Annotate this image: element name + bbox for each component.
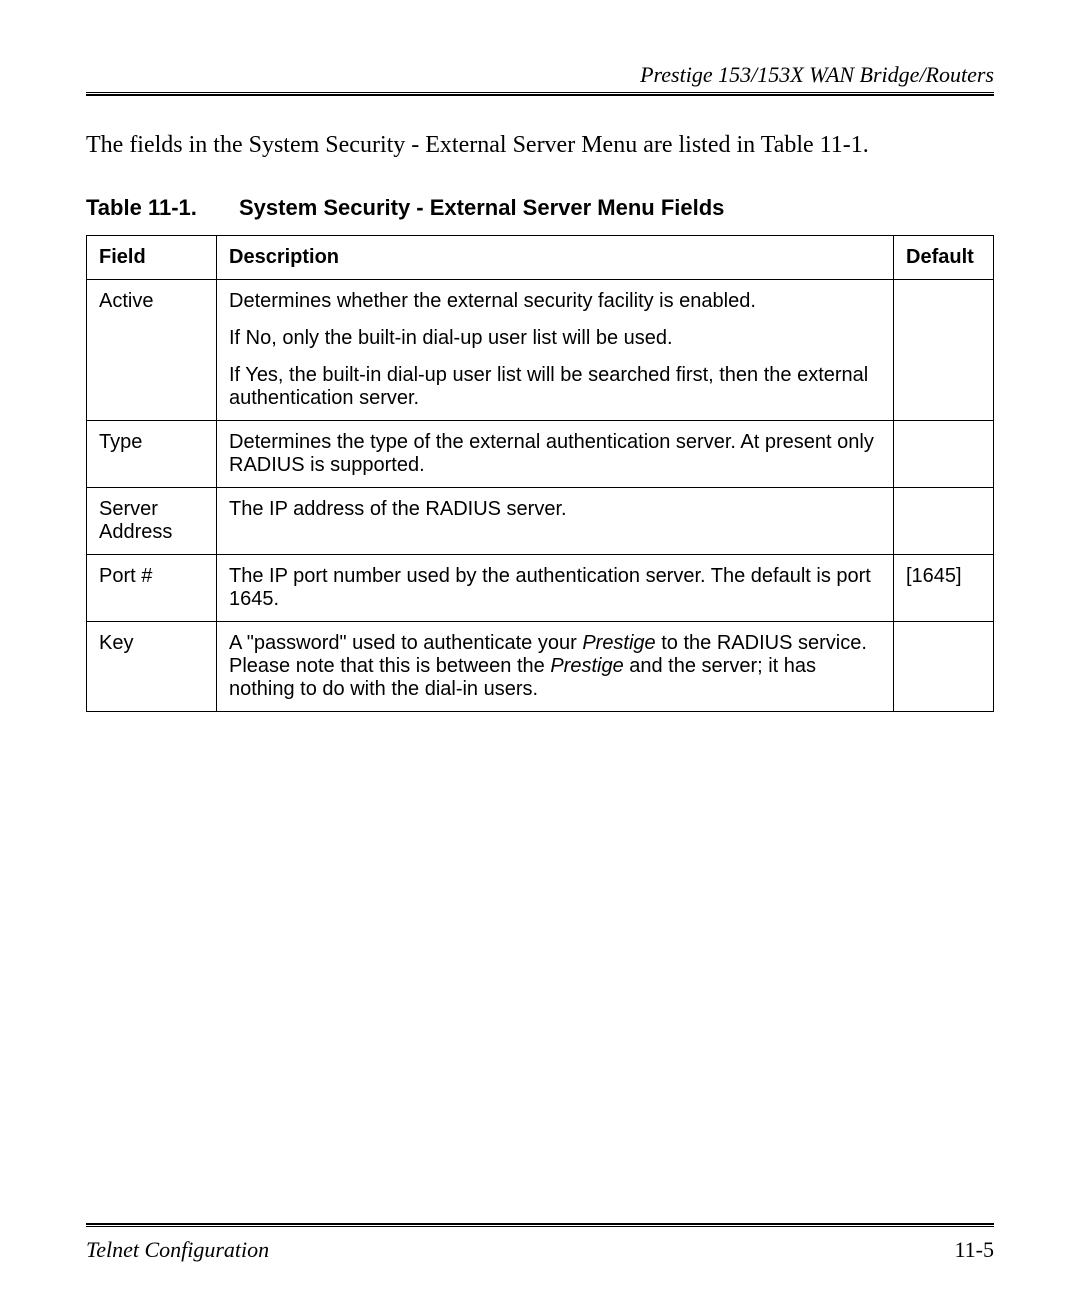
fields-table: Field Description Default Active Determi… [86, 235, 994, 712]
cell-field: Server Address [87, 488, 217, 555]
footer-left: Telnet Configuration [86, 1237, 269, 1263]
cell-description: The IP port number used by the authentic… [217, 555, 894, 622]
cell-default [894, 421, 994, 488]
table-caption-title: System Security - External Server Menu F… [239, 195, 724, 220]
table-row: Server Address The IP address of the RAD… [87, 488, 994, 555]
table-row: Active Determines whether the external s… [87, 280, 994, 421]
cell-description: Determines whether the external security… [217, 280, 894, 421]
table-row: Key A "password" used to authenticate yo… [87, 622, 994, 712]
desc-em: Prestige [582, 632, 655, 654]
cell-field: Active [87, 280, 217, 421]
cell-description: A "password" used to authenticate your P… [217, 622, 894, 712]
desc-line: If Yes, the built-in dial-up user list w… [229, 364, 881, 410]
cell-description: The IP address of the RADIUS server. [217, 488, 894, 555]
cell-description: Determines the type of the external auth… [217, 421, 894, 488]
footer-page-number: 11-5 [954, 1237, 994, 1263]
desc-line: Determines whether the external security… [229, 290, 881, 313]
table-row: Port # The IP port number used by the au… [87, 555, 994, 622]
cell-default [894, 622, 994, 712]
cell-default [894, 280, 994, 421]
running-head: Prestige 153/153X WAN Bridge/Routers [86, 62, 994, 93]
desc-text: A "password" used to authenticate your [229, 632, 582, 654]
cell-field: Key [87, 622, 217, 712]
header-rule [86, 94, 994, 96]
cell-default [894, 488, 994, 555]
table-header-row: Field Description Default [87, 236, 994, 280]
col-description: Description [217, 236, 894, 280]
footer-rule [86, 1223, 994, 1225]
table-caption-number: Table 11-1. [86, 195, 197, 221]
desc-line: If No, only the built-in dial-up user li… [229, 327, 881, 350]
col-field: Field [87, 236, 217, 280]
col-default: Default [894, 236, 994, 280]
desc-em: Prestige [550, 655, 623, 677]
footer-rule: Telnet Configuration 11-5 [86, 1226, 994, 1263]
page-footer: Telnet Configuration 11-5 [86, 1223, 994, 1263]
cell-default: [1645] [894, 555, 994, 622]
table-caption: Table 11-1. System Security - External S… [86, 195, 994, 221]
cell-field: Port # [87, 555, 217, 622]
table-row: Type Determines the type of the external… [87, 421, 994, 488]
page: Prestige 153/153X WAN Bridge/Routers The… [0, 0, 1080, 1311]
cell-field: Type [87, 421, 217, 488]
intro-paragraph: The fields in the System Security - Exte… [86, 132, 994, 159]
